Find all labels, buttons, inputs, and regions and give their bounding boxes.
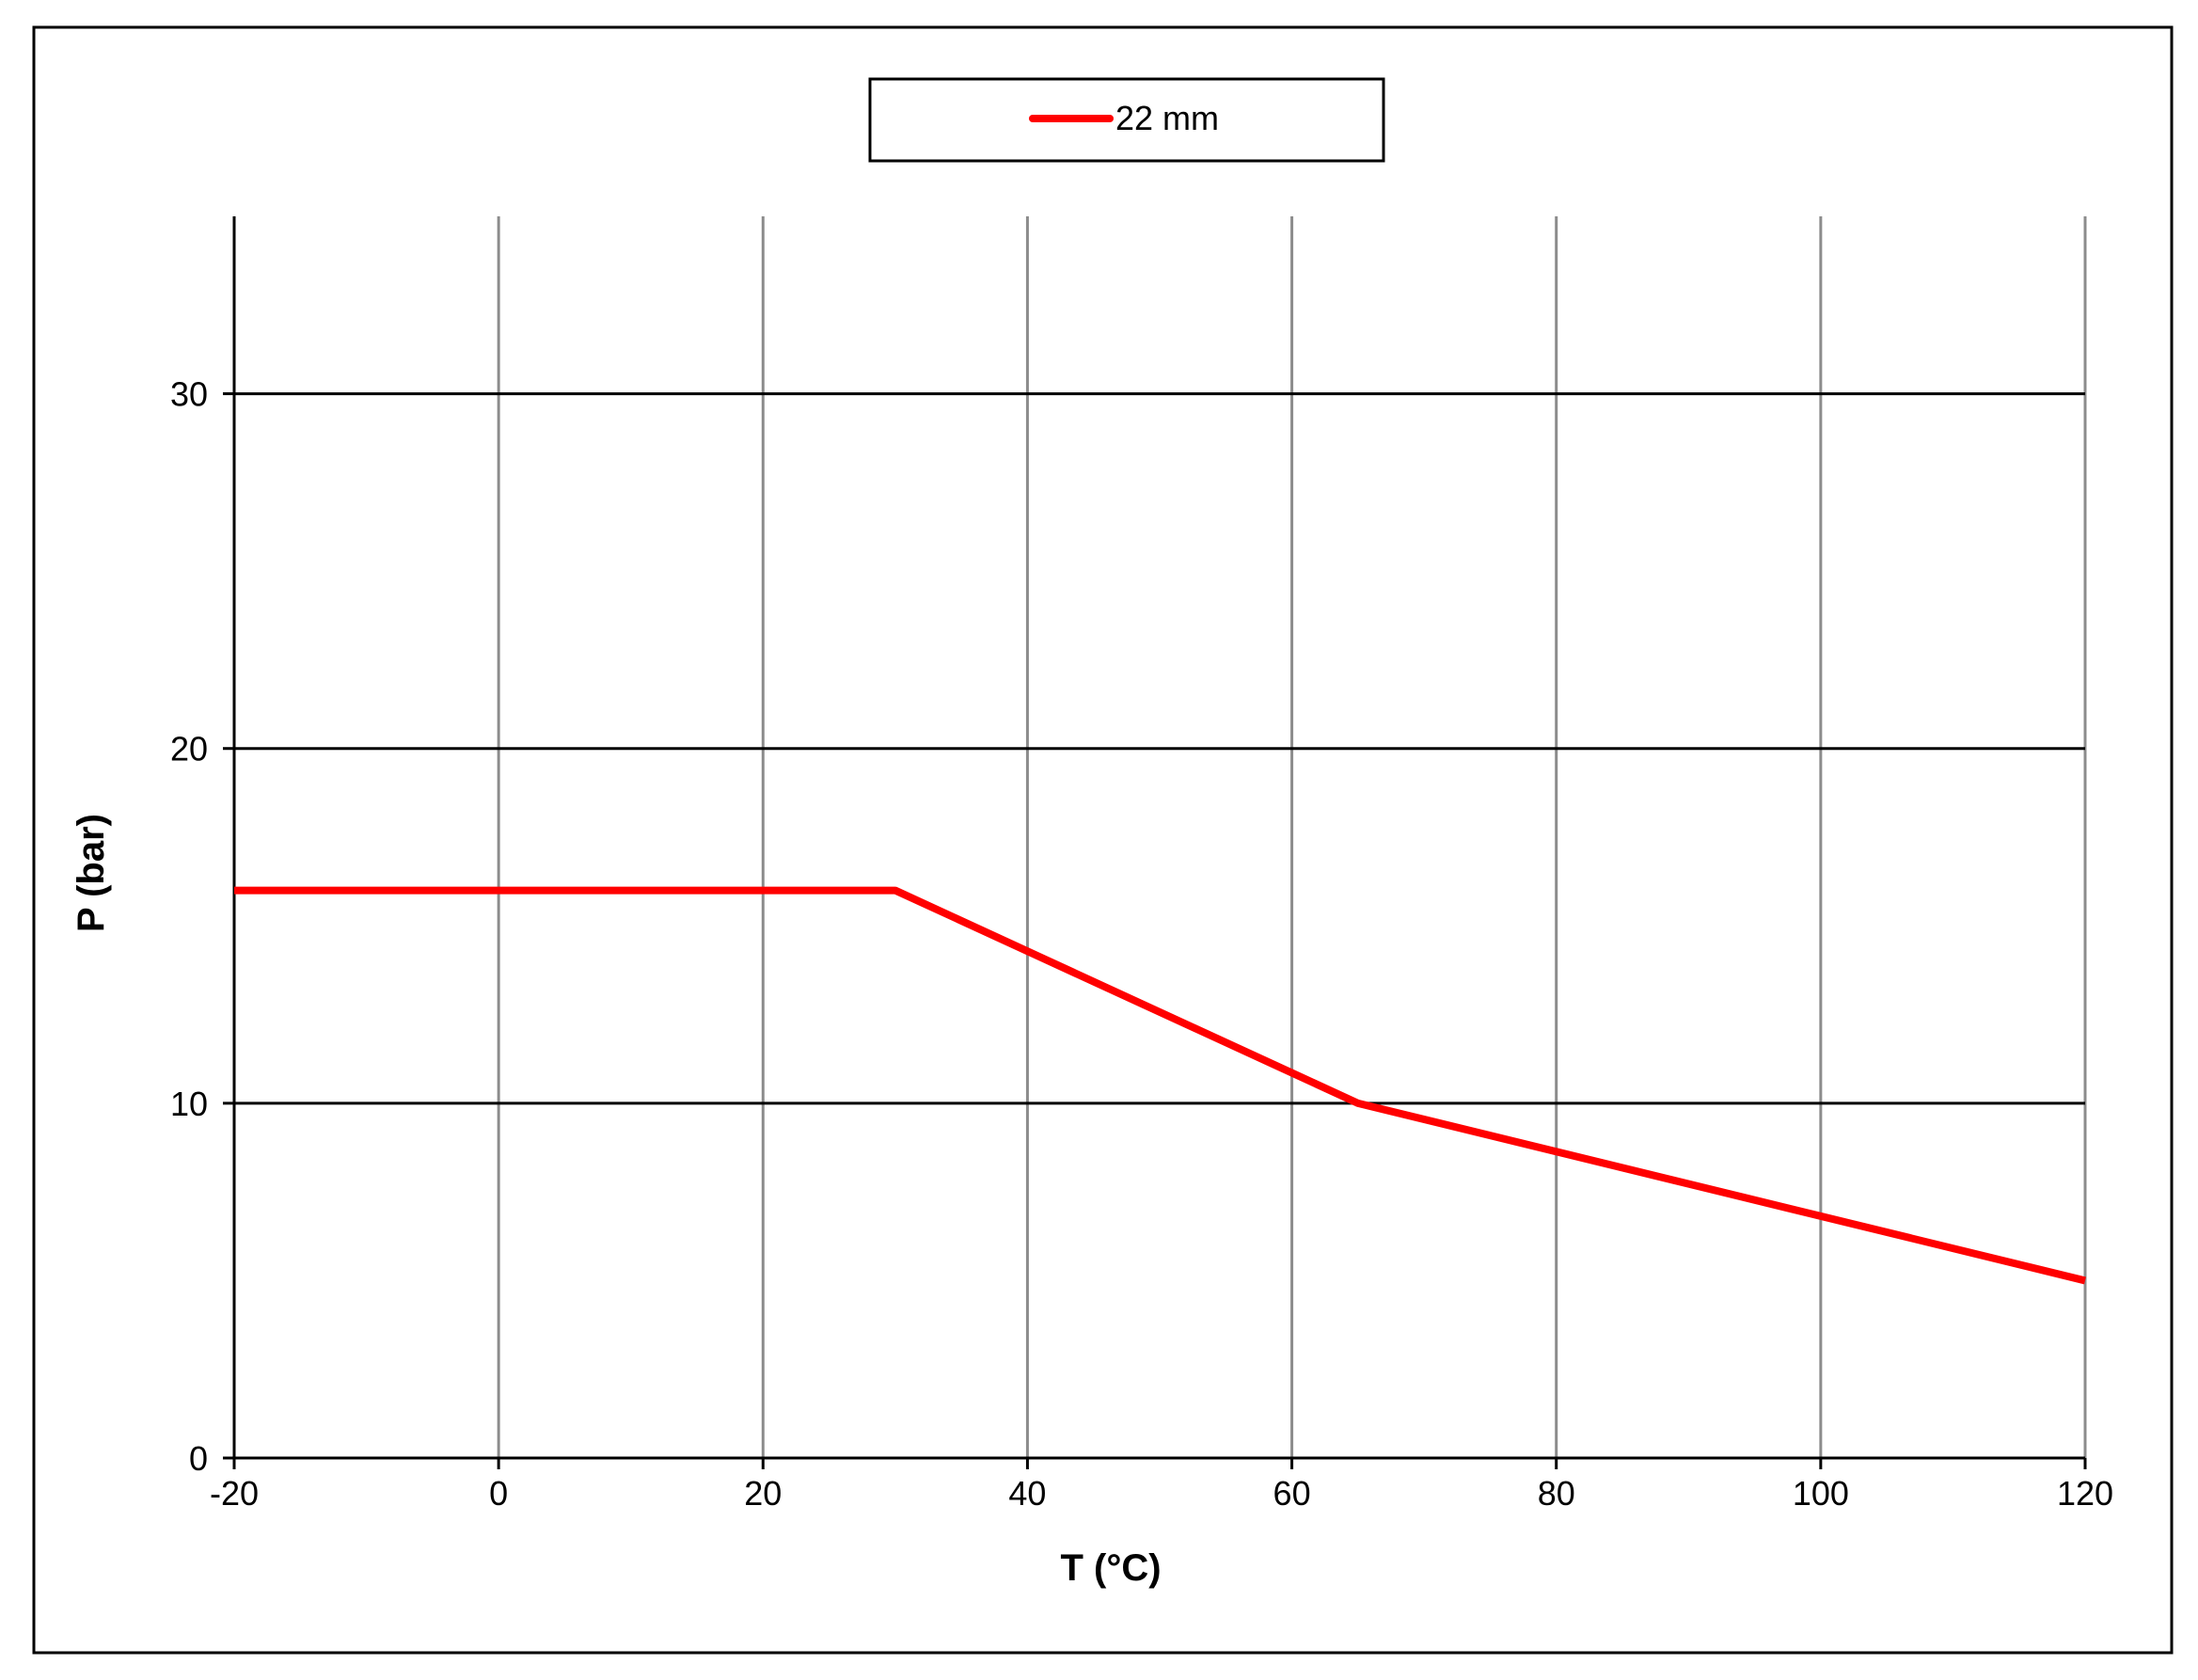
x-tick-label: 100: [1793, 1474, 1849, 1513]
y-tick-labels: 0 10 20 30: [170, 375, 208, 1478]
chart-frame: [32, 25, 2174, 1655]
legend: 22 mm: [868, 77, 1385, 163]
y-tick-label: 10: [170, 1085, 208, 1123]
y-tick-label: 30: [170, 375, 208, 414]
x-tick-labels: -20 0 20 40 60 80 100 120: [210, 1474, 2113, 1513]
x-axis-label: T (°C): [1060, 1547, 1161, 1589]
x-tick-label: 80: [1538, 1474, 1575, 1513]
x-tick-label: 120: [2057, 1474, 2113, 1513]
horizontal-gridlines: [234, 392, 2085, 1105]
legend-box: [868, 77, 1385, 163]
x-tick-label: -20: [210, 1474, 259, 1513]
x-tick-label: 60: [1273, 1474, 1311, 1513]
x-tick-label: 0: [489, 1474, 508, 1513]
y-tick-label: 20: [170, 730, 208, 769]
legend-label-22mm: 22 mm: [1115, 99, 1219, 137]
y-axis-label: P (bar): [71, 814, 112, 932]
y-tick-label: 0: [189, 1439, 208, 1478]
x-tick-label: 20: [744, 1474, 782, 1513]
vertical-gridlines: [497, 216, 2087, 1458]
axes: [223, 216, 2087, 1469]
series-lines: [234, 886, 2086, 1285]
x-tick-label: 40: [1008, 1474, 1046, 1513]
series-line-22mm: [234, 886, 2086, 1285]
